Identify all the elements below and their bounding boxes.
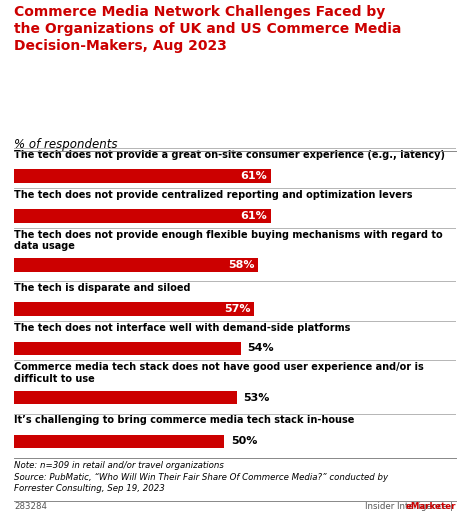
Text: % of respondents: % of respondents: [14, 138, 118, 151]
Text: The tech does not provide enough flexible buying mechanisms with regard to
data : The tech does not provide enough flexibl…: [14, 230, 443, 251]
Text: 54%: 54%: [248, 343, 274, 353]
Text: Note: n=309 in retail and/or travel organizations
Source: PubMatic, “Who Will Wi: Note: n=309 in retail and/or travel orga…: [14, 461, 388, 493]
Text: The tech does not interface well with demand-side platforms: The tech does not interface well with de…: [14, 322, 351, 332]
Bar: [14, 209, 271, 222]
Text: Commerce media tech stack does not have good user experience and/or is
difficult: Commerce media tech stack does not have …: [14, 362, 424, 384]
Text: 57%: 57%: [224, 304, 251, 314]
Text: Commerce Media Network Challenges Faced by
the Organizations of UK and US Commer: Commerce Media Network Challenges Faced …: [14, 5, 401, 53]
Bar: [14, 169, 271, 183]
Bar: [14, 302, 254, 316]
Bar: [14, 258, 258, 272]
Text: 58%: 58%: [228, 260, 255, 270]
Text: The tech does not provide centralized reporting and optimization levers: The tech does not provide centralized re…: [14, 190, 413, 200]
Text: It’s challenging to bring commerce media tech stack in-house: It’s challenging to bring commerce media…: [14, 415, 354, 426]
Text: 50%: 50%: [231, 437, 257, 446]
Text: The tech is disparate and siloed: The tech is disparate and siloed: [14, 283, 191, 293]
Bar: [14, 391, 237, 404]
Text: Insider Intelligence |: Insider Intelligence |: [365, 502, 456, 511]
Text: 53%: 53%: [243, 393, 270, 403]
Text: 61%: 61%: [241, 211, 267, 221]
Text: eMarketer: eMarketer: [406, 502, 456, 511]
Bar: [14, 435, 225, 448]
Bar: [14, 342, 241, 355]
Text: 283284: 283284: [14, 502, 47, 511]
Text: 61%: 61%: [241, 171, 267, 181]
Text: The tech does not provide a great on-site consumer experience (e.g., latency): The tech does not provide a great on-sit…: [14, 150, 445, 160]
